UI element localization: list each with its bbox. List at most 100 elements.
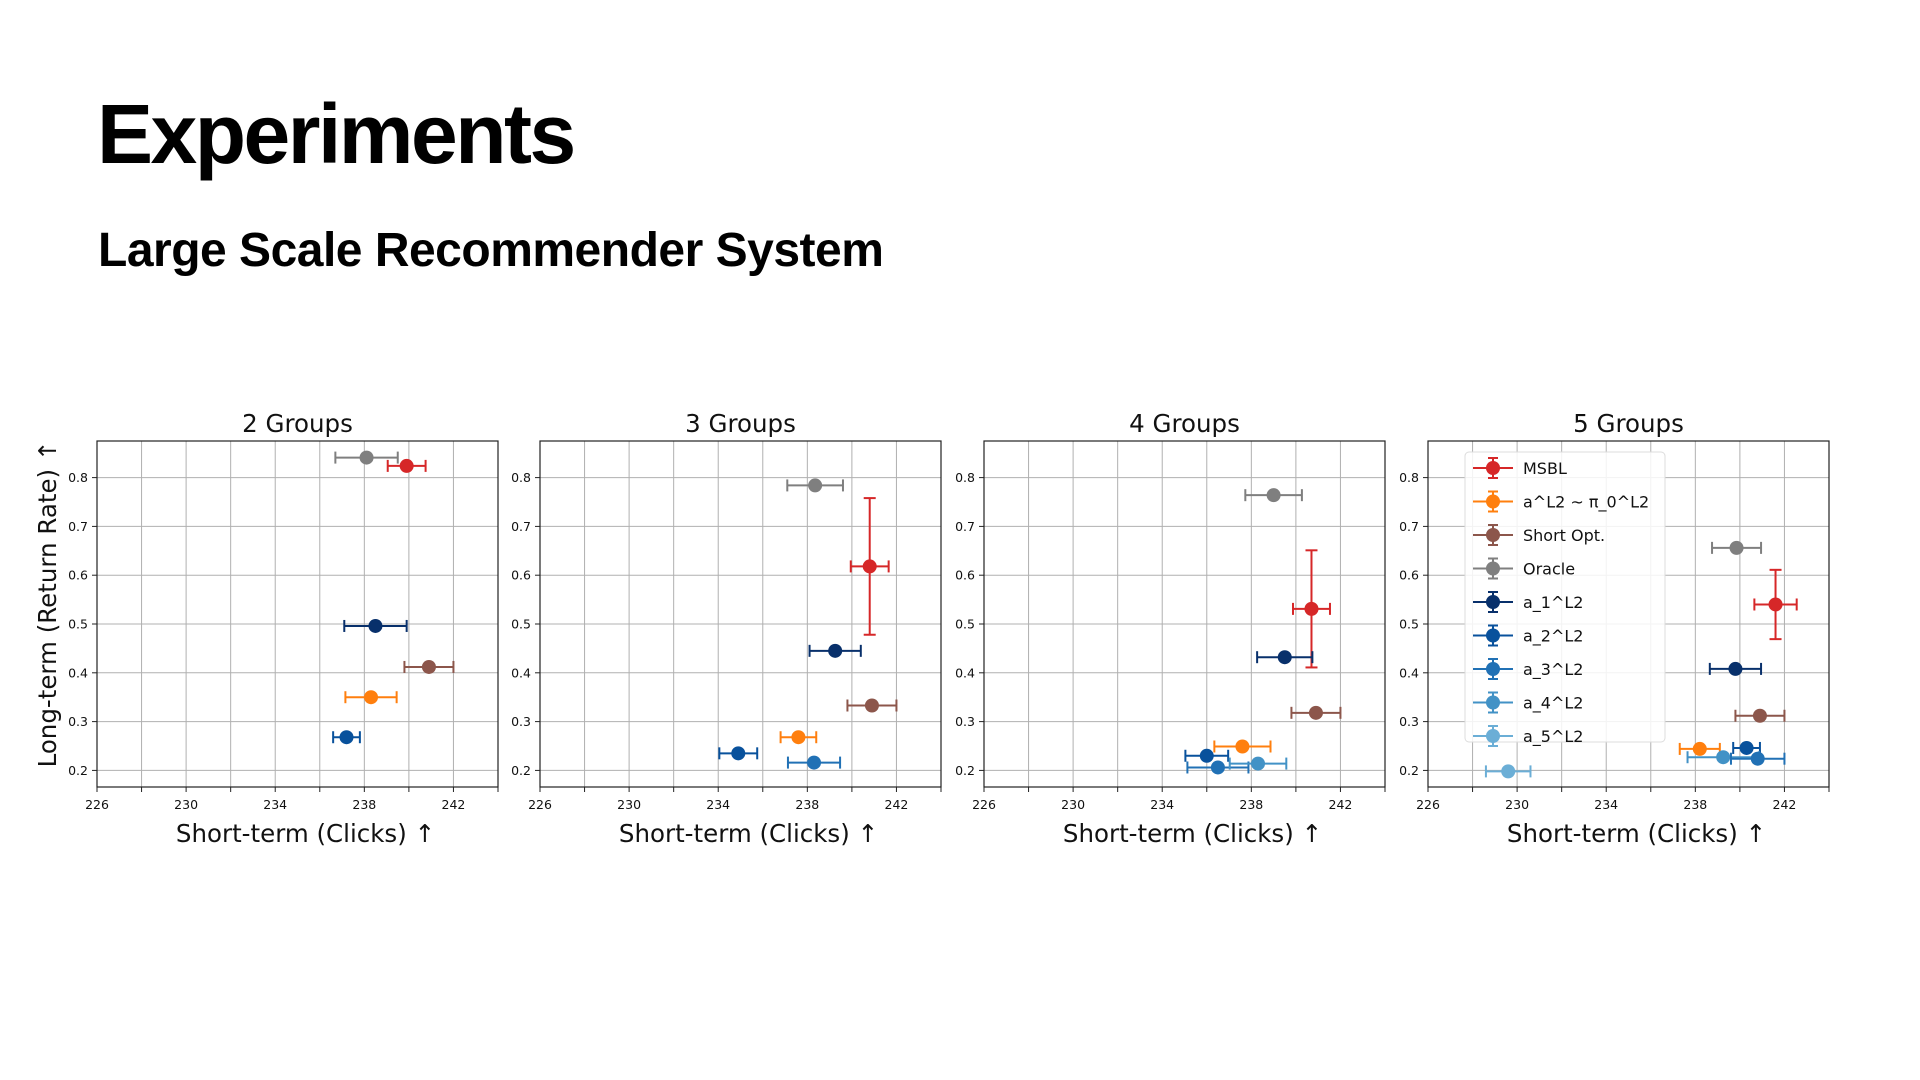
legend-marker bbox=[1486, 461, 1500, 475]
y-tick-label: 0.3 bbox=[511, 714, 531, 729]
y-tick-label: 0.3 bbox=[68, 714, 88, 729]
point-marker bbox=[1729, 540, 1744, 555]
y-tick-label: 0.6 bbox=[68, 568, 88, 583]
point-marker bbox=[359, 450, 374, 465]
legend-marker bbox=[1486, 729, 1500, 743]
point-marker bbox=[1251, 756, 1266, 771]
y-tick-label: 0.2 bbox=[955, 763, 975, 778]
data-point bbox=[386, 458, 427, 473]
legend-label: a_3^L2 bbox=[1523, 660, 1583, 680]
point-marker bbox=[808, 478, 823, 493]
x-tick-label: 230 bbox=[1505, 797, 1529, 812]
point-marker bbox=[791, 730, 806, 745]
data-point bbox=[1753, 568, 1798, 641]
data-point bbox=[1729, 751, 1786, 766]
data-point bbox=[849, 497, 890, 636]
x-tick-label: 226 bbox=[85, 797, 109, 812]
point-marker bbox=[1750, 751, 1765, 766]
data-point bbox=[1711, 540, 1763, 555]
point-marker bbox=[1308, 705, 1323, 720]
x-tick-label: 238 bbox=[352, 797, 376, 812]
data-point bbox=[846, 698, 898, 713]
slide-title: Experiments bbox=[97, 87, 576, 181]
y-tick-label: 0.8 bbox=[1399, 470, 1419, 485]
plot-frame bbox=[96, 440, 499, 788]
data-point bbox=[343, 618, 408, 633]
y-tick-label: 0.4 bbox=[1399, 665, 1419, 680]
point-marker bbox=[1266, 488, 1281, 503]
y-axis-label: Long-term (Return Rate) ↑ bbox=[33, 441, 62, 768]
x-axis-label: Short-term (Clicks) ↑ bbox=[1507, 819, 1766, 848]
y-tick-label: 0.8 bbox=[68, 470, 88, 485]
data-point bbox=[1213, 739, 1272, 754]
legend-label: Oracle bbox=[1523, 560, 1575, 579]
data-point bbox=[1708, 661, 1763, 676]
legend-label: a_2^L2 bbox=[1523, 627, 1583, 647]
y-tick-label: 0.3 bbox=[1399, 714, 1419, 729]
legend-item: Short Opt. bbox=[1473, 524, 1605, 546]
y-tick-label: 0.5 bbox=[68, 617, 88, 632]
y-tick-label: 0.4 bbox=[68, 665, 88, 680]
legend-marker bbox=[1486, 561, 1500, 576]
legend-label: a^L2 ~ π_0^L2 bbox=[1523, 493, 1649, 513]
point-marker bbox=[339, 730, 354, 745]
legend-item: a_2^L2 bbox=[1473, 624, 1583, 647]
legend-marker bbox=[1486, 628, 1500, 643]
y-tick-label: 0.4 bbox=[955, 665, 975, 680]
point-marker bbox=[364, 690, 379, 705]
data-point bbox=[403, 659, 455, 674]
point-marker bbox=[1752, 708, 1767, 723]
point-marker bbox=[1277, 650, 1292, 665]
point-marker bbox=[1728, 661, 1743, 676]
data-point bbox=[1734, 708, 1786, 723]
point-marker bbox=[1210, 760, 1225, 775]
x-axis-label: Short-term (Clicks) ↑ bbox=[1063, 819, 1322, 848]
legend-label: MSBL bbox=[1523, 459, 1567, 478]
data-point bbox=[1184, 748, 1230, 763]
y-tick-label: 0.2 bbox=[1399, 763, 1419, 778]
point-marker bbox=[399, 458, 414, 473]
data-point bbox=[1228, 756, 1288, 771]
point-marker bbox=[368, 618, 383, 633]
data-point bbox=[332, 730, 361, 745]
x-tick-label: 234 bbox=[706, 797, 730, 812]
point-marker bbox=[1235, 739, 1250, 754]
y-tick-label: 0.5 bbox=[1399, 617, 1419, 632]
y-tick-label: 0.7 bbox=[1399, 519, 1419, 534]
point-marker bbox=[1739, 740, 1754, 755]
data-point bbox=[779, 730, 818, 745]
y-tick-label: 0.6 bbox=[1399, 568, 1419, 583]
legend-item: a^L2 ~ π_0^L2 bbox=[1473, 490, 1649, 513]
x-tick-label: 242 bbox=[1773, 797, 1797, 812]
slide-subtitle: Large Scale Recommender System bbox=[98, 224, 884, 277]
x-tick-label: 226 bbox=[528, 797, 552, 812]
x-tick-label: 234 bbox=[1150, 797, 1174, 812]
legend-item: MSBL bbox=[1473, 457, 1567, 479]
chart-title: 5 Groups bbox=[1573, 409, 1684, 438]
y-tick-label: 0.6 bbox=[955, 568, 975, 583]
x-tick-label: 234 bbox=[263, 797, 287, 812]
legend-item: a_3^L2 bbox=[1473, 658, 1583, 680]
chart-panel-2-groups: 226 230 234 238 242 0.2 0.3 0.4 0.5 0.6 0.7 0.8 2 Gr… bbox=[33, 409, 499, 848]
legend-marker bbox=[1486, 528, 1500, 542]
chart-title: 2 Groups bbox=[242, 409, 353, 438]
legend-marker bbox=[1486, 662, 1500, 676]
x-tick-label: 230 bbox=[617, 797, 641, 812]
x-axis-label: Short-term (Clicks) ↑ bbox=[176, 819, 435, 848]
legend-marker bbox=[1486, 695, 1500, 710]
point-marker bbox=[1199, 748, 1214, 763]
point-marker bbox=[421, 659, 436, 674]
legend-marker bbox=[1486, 595, 1500, 609]
chart-title: 4 Groups bbox=[1129, 409, 1240, 438]
legend-item: Oracle bbox=[1473, 557, 1575, 580]
point-marker bbox=[1501, 764, 1516, 779]
legend-label: a_4^L2 bbox=[1523, 694, 1583, 714]
x-tick-label: 238 bbox=[1239, 797, 1263, 812]
point-marker bbox=[1768, 597, 1783, 612]
point-marker bbox=[731, 746, 746, 761]
data-point bbox=[1256, 650, 1314, 665]
legend-marker bbox=[1486, 494, 1500, 509]
legend-item: a_4^L2 bbox=[1473, 691, 1583, 714]
plot-frame bbox=[1427, 440, 1830, 788]
legend: MSBL a^L2 ~ π_0^L2 Short Opt. Oracle a_1^L2a… bbox=[1464, 451, 1666, 747]
